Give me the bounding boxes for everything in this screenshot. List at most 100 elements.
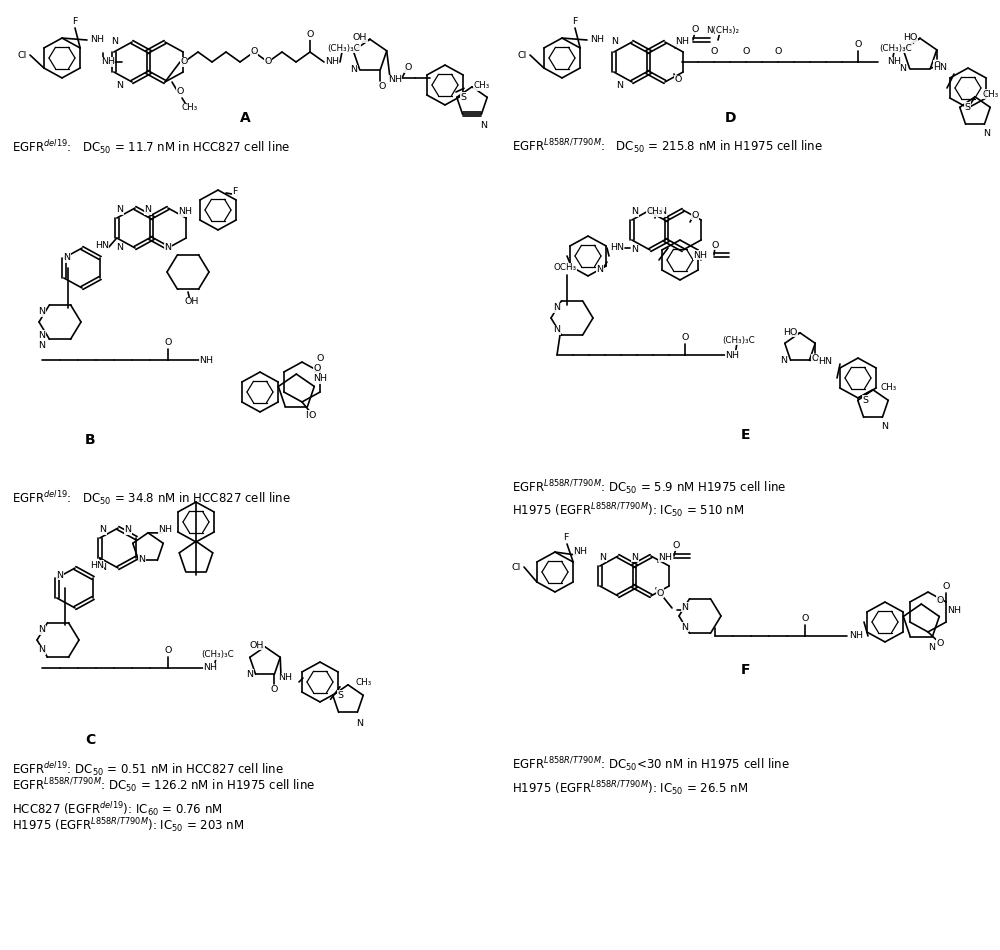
- Text: CH₃: CH₃: [355, 677, 371, 687]
- Text: N: N: [164, 243, 172, 253]
- Text: N: N: [554, 303, 560, 313]
- Text: CH₃: CH₃: [647, 207, 663, 217]
- Text: O: O: [656, 588, 664, 598]
- Text: N: N: [56, 571, 64, 579]
- Text: (CH₃)₃C: (CH₃)₃C: [880, 44, 912, 52]
- Text: NH: NH: [101, 58, 115, 66]
- Text: OH: OH: [353, 33, 367, 43]
- Text: NH: NH: [203, 663, 217, 673]
- Text: O: O: [933, 61, 940, 69]
- Text: HN: HN: [933, 64, 947, 72]
- Text: N: N: [246, 670, 253, 679]
- Text: N: N: [881, 423, 888, 431]
- Text: S: S: [863, 396, 869, 405]
- Text: NH: NH: [658, 553, 672, 561]
- Text: N: N: [38, 340, 46, 350]
- Text: OCH₃: OCH₃: [553, 263, 577, 273]
- Text: N: N: [928, 643, 935, 653]
- Text: O: O: [681, 333, 689, 342]
- Text: O: O: [404, 64, 412, 72]
- Text: NH: NH: [849, 632, 863, 640]
- Text: N: N: [144, 205, 152, 215]
- Text: N: N: [660, 207, 666, 217]
- Text: N: N: [600, 553, 606, 561]
- Text: NH: NH: [325, 58, 339, 66]
- Text: O: O: [314, 364, 321, 372]
- Text: N: N: [356, 719, 363, 729]
- Text: NH: NH: [675, 37, 689, 47]
- Text: O: O: [250, 48, 258, 56]
- Text: EGFR$^{del19}$:   DC$_{50}$ = 11.7 nM in HCC827 cell line: EGFR$^{del19}$: DC$_{50}$ = 11.7 nM in H…: [12, 138, 290, 156]
- Text: S: S: [965, 103, 971, 112]
- Text: NH: NH: [887, 58, 901, 66]
- Text: N: N: [38, 331, 46, 339]
- Text: EGFR$^{L858R/T790M}$:   DC$_{50}$ = 215.8 nM in H1975 cell line: EGFR$^{L858R/T790M}$: DC$_{50}$ = 215.8 …: [512, 138, 823, 157]
- Text: O: O: [316, 354, 324, 363]
- Text: EGFR$^{L858R/T790M}$: DC$_{50}$<30 nM in H1975 cell line: EGFR$^{L858R/T790M}$: DC$_{50}$<30 nM in…: [512, 755, 790, 774]
- Text: S: S: [338, 691, 344, 700]
- Text: N: N: [899, 64, 906, 73]
- Text: O: O: [854, 41, 862, 49]
- Text: O: O: [742, 48, 750, 56]
- Text: N: N: [38, 645, 46, 655]
- Text: F: F: [572, 17, 578, 27]
- Text: O: O: [774, 48, 782, 56]
- Text: O: O: [271, 685, 278, 694]
- Text: N: N: [138, 556, 146, 564]
- Text: N: N: [112, 37, 119, 47]
- Text: N: N: [116, 81, 124, 89]
- Text: NH: NH: [693, 251, 707, 259]
- Text: N: N: [38, 625, 46, 635]
- Text: O: O: [306, 30, 314, 39]
- Text: NH: NH: [573, 547, 587, 557]
- Text: N(CH₃)₂: N(CH₃)₂: [706, 26, 740, 34]
- Text: NH: NH: [90, 35, 104, 45]
- Text: N: N: [116, 205, 124, 215]
- Text: NH: NH: [725, 351, 739, 359]
- Text: NH: NH: [178, 207, 192, 217]
- Text: OH: OH: [185, 297, 199, 307]
- Text: H1975 (EGFR$^{L858R/T790M}$): IC$_{50}$ = 26.5 nM: H1975 (EGFR$^{L858R/T790M}$): IC$_{50}$ …: [512, 779, 748, 798]
- Text: O: O: [711, 240, 719, 250]
- Text: NH: NH: [388, 75, 402, 85]
- Text: N: N: [682, 622, 688, 632]
- Text: NH: NH: [313, 374, 327, 383]
- Text: Cl: Cl: [17, 50, 27, 60]
- Text: O: O: [812, 354, 819, 363]
- Text: NH: NH: [278, 674, 292, 682]
- Text: NH: NH: [947, 606, 961, 615]
- Text: NH: NH: [158, 525, 172, 535]
- Text: (CH₃)₃C: (CH₃)₃C: [328, 44, 360, 52]
- Text: N: N: [612, 37, 618, 47]
- Text: EGFR$^{del19}$:   DC$_{50}$ = 34.8 nM in HCC827 cell line: EGFR$^{del19}$: DC$_{50}$ = 34.8 nM in H…: [12, 489, 291, 507]
- Text: CH₃: CH₃: [473, 82, 489, 90]
- Text: Cl: Cl: [517, 50, 527, 60]
- Text: NH: NH: [199, 355, 213, 365]
- Text: N: N: [480, 122, 487, 130]
- Text: HN: HN: [610, 243, 624, 253]
- Text: F: F: [563, 534, 569, 542]
- Text: O: O: [264, 58, 272, 66]
- Text: (CH₃)₃C: (CH₃)₃C: [723, 335, 755, 345]
- Text: N: N: [596, 265, 604, 275]
- Text: N: N: [350, 65, 357, 74]
- Text: N: N: [100, 563, 106, 573]
- Text: H1975 (EGFR$^{L858R/T790M}$): IC$_{50}$ = 203 nM: H1975 (EGFR$^{L858R/T790M}$): IC$_{50}$ …: [12, 816, 244, 835]
- Text: CH₃: CH₃: [982, 89, 998, 99]
- Text: N: N: [682, 602, 688, 612]
- Text: F: F: [72, 17, 78, 27]
- Text: N: N: [780, 356, 787, 365]
- Text: O: O: [801, 615, 809, 623]
- Text: EGFR$^{L858R/T790M}$: DC$_{50}$ = 126.2 nM in H1975 cell line: EGFR$^{L858R/T790M}$: DC$_{50}$ = 126.2 …: [12, 776, 315, 795]
- Text: A: A: [240, 111, 250, 125]
- Text: CH₃: CH₃: [182, 104, 198, 112]
- Text: S: S: [461, 93, 467, 102]
- Text: F: F: [740, 663, 750, 677]
- Text: N: N: [616, 81, 624, 89]
- Text: D: D: [724, 111, 736, 125]
- Text: O: O: [672, 542, 680, 550]
- Text: EGFR$^{L858R/T790M}$: DC$_{50}$ = 5.9 nM H1975 cell line: EGFR$^{L858R/T790M}$: DC$_{50}$ = 5.9 nM…: [512, 478, 786, 497]
- Text: O: O: [674, 75, 682, 85]
- Text: HN: HN: [95, 240, 109, 250]
- Text: HN: HN: [818, 357, 832, 367]
